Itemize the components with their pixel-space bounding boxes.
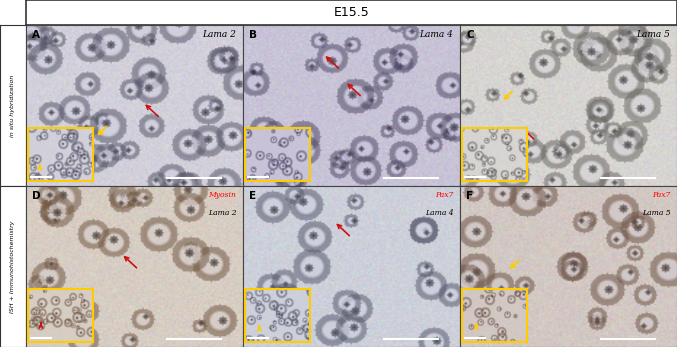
Text: Lama 5: Lama 5 — [642, 209, 670, 217]
Text: A: A — [32, 30, 40, 40]
Text: Pax7: Pax7 — [652, 191, 670, 199]
Text: ISH + Immunohistochemistry: ISH + Immunohistochemistry — [10, 220, 16, 313]
Text: Lama 2: Lama 2 — [202, 30, 236, 39]
Text: F: F — [466, 191, 473, 201]
Text: B: B — [249, 30, 257, 40]
Text: Myosin: Myosin — [209, 191, 236, 199]
Text: Pax7: Pax7 — [435, 191, 454, 199]
Text: Lama 5: Lama 5 — [636, 30, 670, 39]
Text: Lama 2: Lama 2 — [208, 209, 236, 217]
Text: Lama 4: Lama 4 — [420, 30, 454, 39]
Text: C: C — [466, 30, 474, 40]
Text: E: E — [249, 191, 257, 201]
Text: in situ hybridization: in situ hybridization — [10, 74, 16, 137]
Text: Lama 4: Lama 4 — [424, 209, 454, 217]
Text: D: D — [32, 191, 41, 201]
Text: E15.5: E15.5 — [334, 6, 369, 19]
